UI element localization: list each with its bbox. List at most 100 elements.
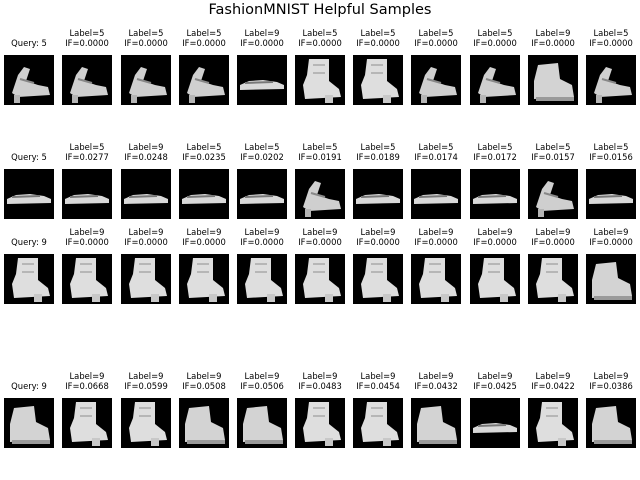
shoe-silhouette-icon — [70, 67, 108, 103]
sample-influence: IF=0.0202 — [240, 152, 284, 162]
sample-image — [353, 398, 403, 448]
sample-label: Label=9 — [128, 142, 164, 152]
shoe-silhouette-icon — [70, 402, 108, 446]
sample-label: Label=9 — [477, 371, 513, 381]
sample-image — [121, 254, 171, 304]
shoe-silhouette-icon — [303, 258, 341, 302]
shoe-silhouette-icon — [356, 194, 400, 204]
query-label: Query: 5 — [11, 152, 47, 162]
sample-label: Label=5 — [244, 142, 280, 152]
sample-influence: IF=0.0000 — [65, 38, 109, 48]
sample-image — [411, 55, 461, 105]
sample-label: Label=5 — [69, 142, 105, 152]
sample-image — [586, 254, 636, 304]
sample-label: Label=5 — [186, 142, 222, 152]
shoe-silhouette-icon — [414, 194, 458, 204]
shoe-silhouette-icon — [417, 406, 457, 444]
sample-image — [353, 55, 403, 105]
sample-image — [353, 169, 403, 219]
sample-influence: IF=0.0000 — [589, 237, 633, 247]
figure-title: FashionMNIST Helpful Samples — [208, 2, 432, 18]
sample-image — [586, 398, 636, 448]
shoe-silhouette-icon — [240, 80, 284, 90]
sample-influence: IF=0.0425 — [473, 381, 517, 391]
shoe-silhouette-icon — [361, 402, 399, 446]
sample-label: Label=5 — [186, 28, 222, 38]
sample-label: Label=5 — [535, 142, 571, 152]
sample-influence: IF=0.0000 — [356, 237, 400, 247]
sample-image — [121, 169, 171, 219]
sample-image — [295, 254, 345, 304]
sample-image — [470, 169, 520, 219]
sample-image — [470, 398, 520, 448]
sample-image — [528, 169, 578, 219]
shoe-silhouette-icon — [536, 258, 574, 302]
sample-image — [179, 254, 229, 304]
sample-image — [295, 398, 345, 448]
sample-influence: IF=0.0000 — [124, 38, 168, 48]
sample-label: Label=5 — [302, 142, 338, 152]
sample-influence: IF=0.0506 — [240, 381, 284, 391]
sample-influence: IF=0.0422 — [531, 381, 575, 391]
shoe-silhouette-icon — [303, 402, 341, 446]
shoe-silhouette-icon — [361, 59, 399, 103]
shoe-silhouette-icon — [124, 194, 168, 204]
sample-influence: IF=0.0000 — [65, 237, 109, 247]
sample-influence: IF=0.0157 — [531, 152, 575, 162]
sample-label: Label=9 — [128, 227, 164, 237]
sample-influence: IF=0.0174 — [414, 152, 458, 162]
query-label: Query: 9 — [11, 237, 47, 247]
shoe-silhouette-icon — [129, 402, 167, 446]
sample-influence: IF=0.0599 — [124, 381, 168, 391]
sample-influence: IF=0.0156 — [589, 152, 633, 162]
sample-influence: IF=0.0189 — [356, 152, 400, 162]
sample-influence: IF=0.0000 — [356, 38, 400, 48]
shoe-silhouette-icon — [478, 67, 516, 103]
shoe-silhouette-icon — [534, 63, 574, 101]
shoe-silhouette-icon — [536, 402, 574, 446]
shoe-silhouette-icon — [361, 258, 399, 302]
sample-label: Label=5 — [477, 28, 513, 38]
sample-label: Label=9 — [244, 371, 280, 381]
sample-label: Label=9 — [593, 227, 629, 237]
sample-image — [470, 254, 520, 304]
sample-influence: IF=0.0000 — [298, 237, 342, 247]
sample-influence: IF=0.0191 — [298, 152, 342, 162]
sample-influence: IF=0.0000 — [298, 38, 342, 48]
shoe-silhouette-icon — [65, 194, 109, 204]
sample-influence: IF=0.0000 — [124, 237, 168, 247]
sample-label: Label=9 — [186, 371, 222, 381]
sample-label: Label=9 — [535, 227, 571, 237]
sample-label: Label=5 — [418, 142, 454, 152]
sample-label: Label=5 — [360, 142, 396, 152]
sample-label: Label=9 — [186, 227, 222, 237]
sample-label: Label=9 — [69, 371, 105, 381]
sample-label: Label=9 — [360, 227, 396, 237]
sample-influence: IF=0.0432 — [414, 381, 458, 391]
sample-image — [528, 398, 578, 448]
sample-image — [295, 55, 345, 105]
sample-label: Label=9 — [593, 371, 629, 381]
shoe-silhouette-icon — [536, 181, 574, 217]
shoe-silhouette-icon — [10, 406, 50, 444]
sample-influence: IF=0.0508 — [182, 381, 226, 391]
query-label: Query: 9 — [11, 381, 47, 391]
sample-label: Label=5 — [128, 28, 164, 38]
shoe-silhouette-icon — [182, 194, 226, 204]
sample-image — [237, 254, 287, 304]
shoe-silhouette-icon — [129, 258, 167, 302]
sample-influence: IF=0.0235 — [182, 152, 226, 162]
sample-influence: IF=0.0668 — [65, 381, 109, 391]
shoe-silhouette-icon — [245, 258, 283, 302]
shoe-silhouette-icon — [129, 67, 167, 103]
sample-image — [237, 398, 287, 448]
sample-label: Label=5 — [69, 28, 105, 38]
sample-image — [528, 55, 578, 105]
query-image — [4, 169, 54, 219]
query-image — [4, 254, 54, 304]
sample-influence: IF=0.0000 — [240, 237, 284, 247]
sample-influence: IF=0.0000 — [531, 237, 575, 247]
shoe-silhouette-icon — [240, 194, 284, 204]
query-label: Query: 5 — [11, 38, 47, 48]
sample-influence: IF=0.0000 — [414, 237, 458, 247]
